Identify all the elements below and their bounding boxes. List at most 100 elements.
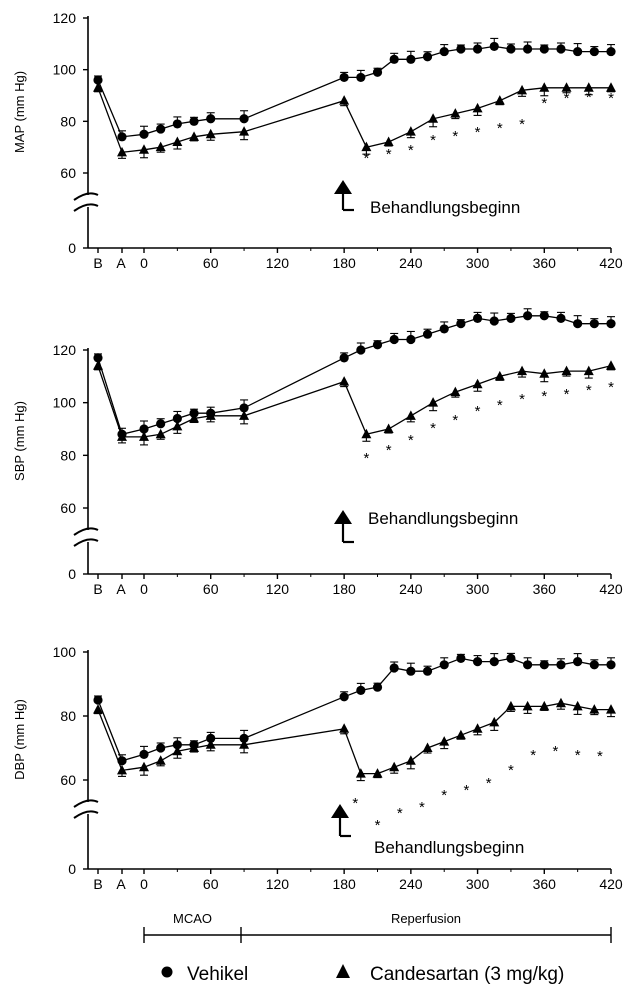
significance-star: * <box>363 450 369 467</box>
vehicle-data-point <box>372 67 383 77</box>
vehicle-data-point <box>606 46 616 57</box>
candesartan-data-point <box>517 365 528 376</box>
candesartan-data-point <box>405 126 416 136</box>
vehicle-data-point <box>573 319 583 329</box>
vehicle-data-point <box>406 334 416 345</box>
significance-star: * <box>386 442 392 459</box>
vehicle-data-point <box>172 740 182 750</box>
x-tick-label: 300 <box>466 255 490 271</box>
timeline-mcao-label: MCAO <box>173 911 212 926</box>
significance-star: * <box>464 782 470 799</box>
significance-star: * <box>597 748 603 765</box>
candesartan-data-point <box>189 742 200 752</box>
vehicle-data-point <box>506 653 516 664</box>
x-tick-label: 60 <box>203 876 219 892</box>
vehicle-data-point <box>539 311 549 321</box>
significance-star: * <box>375 817 381 834</box>
vehicle-data-point <box>156 419 166 429</box>
candesartan-data-point <box>361 141 372 152</box>
candesartan-data-point <box>455 729 466 740</box>
significance-star: * <box>430 420 436 437</box>
candesartan-data-point <box>189 131 200 141</box>
candesartan-data-point <box>239 126 250 136</box>
vehicle-data-point <box>523 44 533 54</box>
significance-star: * <box>475 403 481 420</box>
x-tick-label: 120 <box>266 255 290 271</box>
axis-break-mark <box>73 538 99 547</box>
candesartan-data-point <box>205 128 216 139</box>
vehicle-data-point <box>589 660 599 670</box>
vehicle-data-point <box>93 695 103 705</box>
significance-star: * <box>519 116 525 133</box>
candesartan-data-point <box>239 739 250 749</box>
y-tick-label: 120 <box>53 342 77 358</box>
axis-break-mark <box>73 203 99 212</box>
vehicle-data-point <box>472 657 483 667</box>
arrow-up-icon <box>334 510 352 524</box>
axis-break-mark <box>73 810 99 819</box>
candesartan-data-point <box>555 697 566 708</box>
significance-star: * <box>441 787 447 804</box>
candesartan-data-point <box>117 146 127 157</box>
x-tick-label: 240 <box>399 581 423 597</box>
timeline-reperfusion-label: Reperfusion <box>391 911 461 926</box>
candesartan-data-point <box>572 700 583 711</box>
vehicle-data-point <box>189 116 199 126</box>
timeline-bar: MCAO Reperfusion <box>143 911 612 943</box>
vehicle-data-point <box>539 660 549 670</box>
x-tick-label: 120 <box>266 581 290 597</box>
vehicle-data-point <box>206 733 216 744</box>
candesartan-data-point <box>361 428 372 439</box>
y-tick-label: 60 <box>60 772 76 788</box>
legend: Vehikel Candesartan (3 mg/kg) <box>161 964 564 985</box>
x-tick-label: A <box>116 255 126 271</box>
vehicle-data-point <box>439 660 449 670</box>
vehicle-data-point <box>93 75 103 85</box>
significance-star: * <box>608 90 614 107</box>
candesartan-data-point <box>606 82 616 92</box>
y-tick-label: 0 <box>68 240 76 256</box>
significance-star: * <box>475 124 481 141</box>
candesartan-data-point <box>428 113 439 123</box>
vehicle-data-point <box>506 313 516 323</box>
candesartan-data-point <box>428 397 439 407</box>
vehicle-data-point <box>506 44 516 54</box>
vehicle-data-point <box>539 44 549 54</box>
annotation-label: Behandlungsbeginn <box>370 198 520 217</box>
candesartan-data-point <box>117 431 127 441</box>
vehicle-data-point <box>389 54 399 64</box>
candesartan-data-point <box>522 700 533 711</box>
candesartan-data-point <box>205 739 216 749</box>
vehicle-data-point <box>239 733 249 744</box>
vehicle-data-point <box>606 319 616 329</box>
candesartan-data-point <box>93 704 103 714</box>
y-tick-label: 100 <box>53 395 77 411</box>
candesartan-data-point <box>372 768 383 778</box>
vehicle-data-point <box>139 749 149 760</box>
significance-star: * <box>541 95 547 112</box>
significance-star: * <box>397 805 403 822</box>
x-tick-label: 0 <box>140 581 148 597</box>
vehicle-data-point <box>372 340 383 350</box>
significance-star: * <box>497 120 503 137</box>
candesartan-data-point <box>561 365 572 376</box>
arrow-up-icon <box>331 804 349 818</box>
vehicle-data-point <box>339 692 349 702</box>
axis-break-mark <box>73 799 99 808</box>
vehicle-data-point <box>206 114 216 124</box>
vehicle-data-point <box>339 72 349 83</box>
vehicle-data-point <box>339 353 349 363</box>
candesartan-data-point <box>517 84 528 95</box>
candesartan-data-point <box>450 386 461 397</box>
candesartan-data-point <box>450 108 461 118</box>
significance-star: * <box>586 382 592 399</box>
vehicle-data-point <box>456 653 466 664</box>
x-tick-label: 120 <box>266 876 290 892</box>
y-tick-label: 100 <box>53 644 77 660</box>
candesartan-data-point <box>589 704 600 714</box>
candesartan-data-point <box>155 141 166 152</box>
y-tick-label: 0 <box>68 861 76 877</box>
